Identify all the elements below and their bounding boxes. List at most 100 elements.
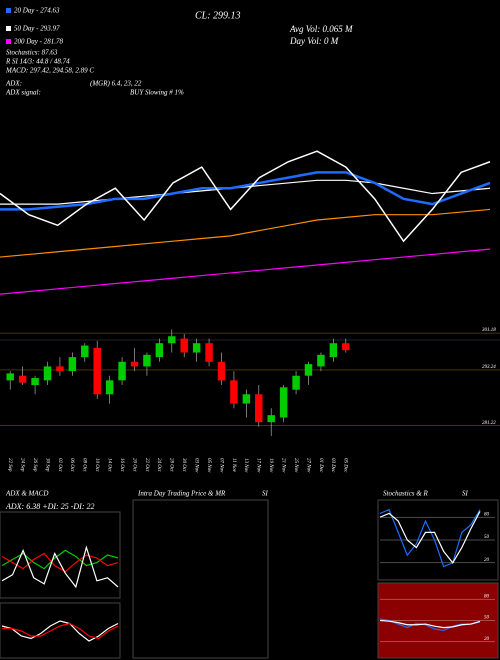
x-tick-label: 28 Oct: [169, 458, 174, 472]
candle-body: [267, 415, 275, 423]
candle-body: [230, 380, 238, 404]
candle-body: [68, 357, 77, 372]
x-tick-label: 06 Oct: [69, 458, 74, 472]
rsi-text: R SI 14/3: 44.8 / 48.74: [5, 58, 70, 66]
candle-body: [317, 354, 325, 367]
intra-panel: [132, 499, 269, 659]
stoch-text: Stochastics: 87.63: [6, 49, 58, 57]
x-tick-label: 02 Oct: [57, 458, 62, 472]
candle-body: [118, 361, 126, 381]
series-line: [2, 622, 119, 640]
adx-value: (MGR) 6.4, 23, 22: [90, 80, 142, 88]
candle-body: [81, 345, 89, 358]
x-tick-label: 19 Nov: [268, 458, 273, 473]
adx-panel: [0, 511, 121, 599]
candle-body: [242, 394, 251, 404]
price-label: 301.18: [482, 328, 496, 333]
series-line: [0, 179, 491, 205]
candle-body: [217, 361, 226, 381]
legend-swatch: [6, 26, 11, 31]
candle-body: [342, 343, 350, 351]
y-tick-label: 80: [484, 594, 490, 599]
x-tick-label: 01 Dec: [318, 458, 323, 473]
candle-body: [56, 366, 64, 372]
x-tick-label: 16 Oct: [119, 458, 124, 472]
legend-ema200: 200 Day - 281.78: [14, 38, 63, 46]
intra-si: SI: [262, 490, 269, 498]
series-line: [1, 552, 119, 573]
series-line: [379, 508, 481, 568]
series-line: [0, 248, 491, 295]
adx-label: ADX:: [5, 80, 22, 88]
day-vol: Day Vol: 0 M: [289, 36, 339, 46]
candle-body: [6, 373, 14, 381]
adx-signal-label: ADX signal:: [5, 89, 41, 97]
avg-vol: Avg Vol: 0.065 M: [289, 24, 353, 34]
x-tick-label: 05 Nov: [206, 458, 211, 473]
candle-body: [279, 387, 288, 418]
y-tick-label: 80: [484, 512, 490, 517]
x-tick-label: 13 Nov: [243, 458, 248, 473]
series-line: [0, 208, 491, 258]
adx-stats: ADX: 6.38 +DI: 25 -DI: 22: [5, 502, 95, 511]
candle-body: [304, 364, 313, 376]
candle-body: [31, 378, 39, 385]
x-tick-label: 14 Oct: [107, 458, 112, 472]
legend-swatch: [6, 39, 11, 44]
legend-ema20: 20 Day - 274.63: [14, 7, 60, 15]
series-line: [0, 150, 491, 243]
candle-body: [168, 336, 176, 344]
x-tick-label: 24 Oct: [156, 458, 161, 472]
y-tick-label: 50: [484, 535, 490, 540]
candle-body: [143, 354, 151, 367]
price-label: 281.22: [482, 421, 496, 426]
x-tick-label: 21 Nov: [281, 458, 286, 473]
price-label: 293.24: [482, 365, 496, 370]
y-tick-label: 50: [484, 616, 490, 621]
stoch-title: Stochastics & R: [383, 490, 428, 498]
candle-body: [130, 361, 139, 367]
candle-body: [93, 347, 101, 395]
x-tick-label: 30 Oct: [181, 458, 186, 472]
candle-body: [105, 380, 114, 395]
adx-panel-title: ADX & MACD: [5, 490, 48, 498]
series-line: [1, 620, 119, 642]
x-tick-label: 05 Dec: [343, 458, 348, 473]
adx-signal-value: BUY Slowing # 1%: [130, 89, 184, 97]
close-price: CL: 299.13: [195, 10, 241, 21]
x-tick-label: 30 Sep: [44, 458, 49, 472]
x-tick-label: 25 Nov: [293, 458, 298, 473]
legend-ema50: 50 Day - 293.97: [14, 25, 60, 33]
x-tick-label: 17 Nov: [256, 458, 261, 473]
stoch-si: SI: [462, 490, 469, 498]
x-tick-label: 11 Nov: [231, 458, 236, 473]
y-tick-label: 20: [484, 558, 490, 563]
x-tick-label: 27 Nov: [305, 458, 310, 473]
x-tick-label: 10 Oct: [94, 458, 99, 472]
macd-text: MACD: 297.42, 294.58, 2.89 C: [5, 67, 94, 75]
legend-swatch: [6, 8, 11, 13]
x-tick-label: 07 Nov: [218, 458, 223, 473]
intra-title: Intra Day Trading Price & MR: [137, 490, 226, 498]
series-line: [0, 171, 491, 211]
candle-body: [255, 394, 263, 423]
x-tick-label: 24 Sep: [20, 458, 25, 472]
candle-body: [205, 343, 213, 362]
x-tick-label: 03 Dec: [330, 458, 335, 473]
y-tick-label: 20: [484, 637, 490, 642]
candle-body: [18, 375, 27, 383]
macd-panel: [0, 602, 121, 659]
candle-body: [292, 375, 300, 390]
x-tick-label: 08 Oct: [82, 458, 87, 472]
series-line: [379, 619, 481, 629]
candle-body: [192, 343, 201, 353]
candle-body: [180, 338, 188, 353]
x-tick-label: 03 Nov: [194, 458, 199, 473]
series-line: [1, 545, 119, 589]
candle-body: [329, 343, 338, 358]
x-tick-label: 22 Oct: [144, 458, 149, 472]
x-tick-label: 22 Sep: [7, 458, 12, 472]
x-tick-label: 26 Sep: [32, 458, 37, 472]
candle-body: [43, 366, 52, 381]
